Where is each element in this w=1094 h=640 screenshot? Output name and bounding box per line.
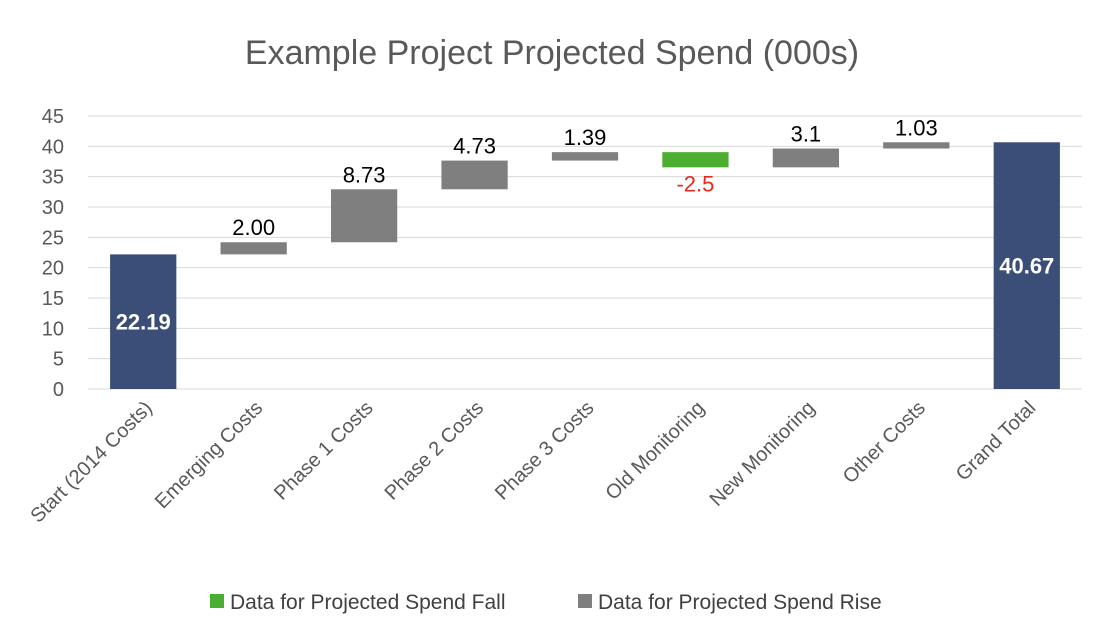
- data-labels: 22.19 2.00 8.73 4.73 1.39 -2.5 3.1 1.03 40.67: [116, 115, 1055, 334]
- chart-title: Example Project Projected Spend (000s): [245, 34, 859, 72]
- data-label: 22.19: [116, 310, 171, 335]
- y-axis-ticks: 0 5 10 15 20 25 30 35 40 45: [42, 106, 64, 401]
- x-tick-label: Start (2014 Costs): [26, 397, 156, 527]
- legend-swatch-rise: [578, 594, 592, 608]
- x-axis-ticks: Start (2014 Costs)Emerging Costs Phase 1 …: [26, 397, 1040, 527]
- x-tick-label: Other Costs: [839, 397, 930, 488]
- y-tick-label: 20: [42, 258, 64, 280]
- bar-rise: [220, 242, 287, 255]
- bar-total: [110, 254, 177, 389]
- bar-rise: [330, 189, 398, 243]
- y-tick-label: 0: [53, 379, 64, 401]
- x-tick-label: Phase 3 Costs: [491, 397, 599, 505]
- bar-rise: [883, 142, 950, 149]
- legend-label: Data for Projected Spend Fall: [230, 591, 505, 614]
- y-tick-label: 30: [42, 197, 64, 219]
- gridlines: [88, 115, 1082, 390]
- x-tick-label: Phase 2 Costs: [381, 397, 489, 505]
- y-tick-label: 10: [42, 318, 64, 340]
- x-tick-label: New Monitoring: [706, 397, 820, 511]
- bar-rise: [551, 152, 619, 161]
- y-tick-label: 45: [42, 106, 64, 128]
- data-label: -2.5: [676, 171, 714, 196]
- data-label: 4.73: [453, 134, 496, 159]
- y-tick-label: 35: [42, 167, 64, 189]
- data-label: 2.00: [232, 215, 275, 240]
- legend-swatch-fall: [210, 594, 224, 608]
- legend-label: Data for Projected Spend Rise: [598, 591, 882, 614]
- bar-rise: [772, 148, 840, 168]
- data-label: 1.03: [895, 115, 938, 140]
- x-tick-label: Old Monitoring: [601, 397, 709, 505]
- bar-total: [993, 142, 1060, 389]
- y-tick-label: 15: [42, 288, 64, 310]
- x-tick-label: Emerging Costs: [151, 397, 267, 513]
- bar-fall: [662, 152, 729, 168]
- x-tick-label: Phase 1 Costs: [270, 397, 378, 505]
- data-label: 1.39: [564, 125, 607, 150]
- data-label: 3.1: [791, 122, 822, 147]
- bar-rise: [441, 160, 508, 190]
- x-tick-label: Grand Total: [952, 397, 1040, 485]
- y-tick-label: 5: [53, 349, 64, 371]
- y-tick-label: 25: [42, 227, 64, 249]
- data-label: 40.67: [999, 254, 1054, 279]
- y-tick-label: 40: [42, 136, 64, 158]
- legend: Data for Projected Spend Fall Data for Pr…: [210, 591, 882, 614]
- data-label: 8.73: [343, 162, 386, 187]
- bars: [110, 142, 1060, 389]
